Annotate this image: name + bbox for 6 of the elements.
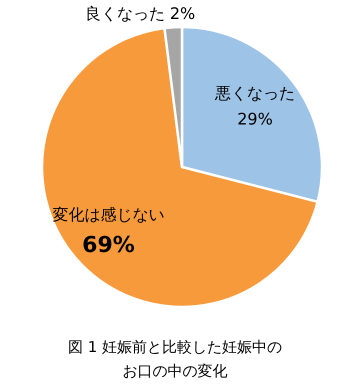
text: 図 1 妊娠前と比較した妊娠中のお口の中の変化 — [68, 338, 282, 380]
slice-label: 悪くなった — [214, 83, 296, 102]
data-label: 69% — [82, 232, 135, 258]
slice-label: 変化は感じない — [52, 204, 164, 224]
data-label: 29% — [237, 109, 273, 128]
slice-label: 良くなった 2% — [84, 4, 196, 23]
